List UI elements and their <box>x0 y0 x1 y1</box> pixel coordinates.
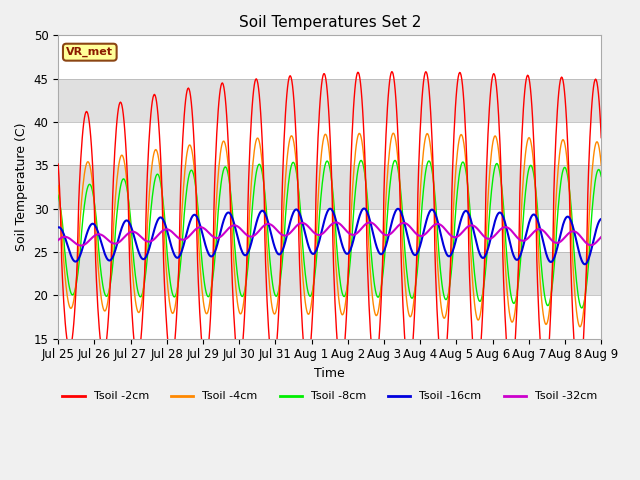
Bar <box>58 165 601 209</box>
Bar <box>58 295 601 339</box>
Bar <box>58 36 601 79</box>
Text: VR_met: VR_met <box>67 47 113 57</box>
Bar <box>58 122 601 165</box>
Y-axis label: Soil Temperature (C): Soil Temperature (C) <box>15 123 28 251</box>
Bar <box>58 79 601 122</box>
X-axis label: Time: Time <box>314 367 345 380</box>
Title: Soil Temperatures Set 2: Soil Temperatures Set 2 <box>239 15 421 30</box>
Legend: Tsoil -2cm, Tsoil -4cm, Tsoil -8cm, Tsoil -16cm, Tsoil -32cm: Tsoil -2cm, Tsoil -4cm, Tsoil -8cm, Tsoi… <box>58 387 602 406</box>
Bar <box>58 252 601 295</box>
Bar <box>58 209 601 252</box>
